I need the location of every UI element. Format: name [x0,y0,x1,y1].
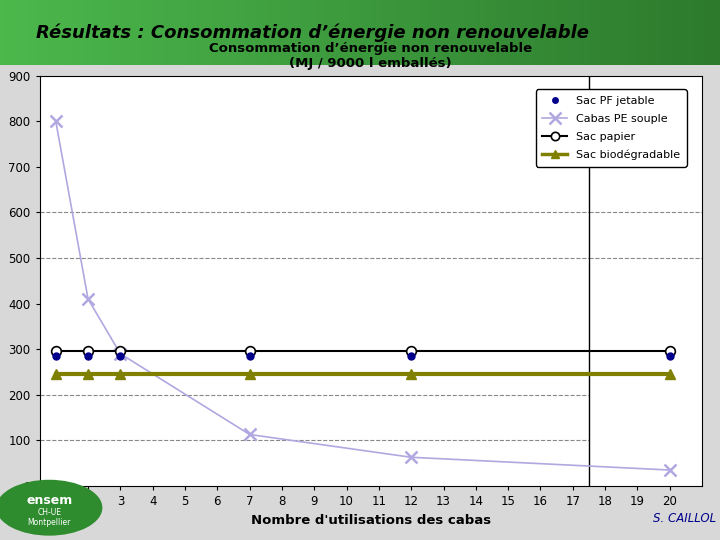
Text: Montpellier: Montpellier [27,518,71,527]
Text: CH-UE: CH-UE [37,508,61,517]
Ellipse shape [0,480,102,536]
Title: Consommation d’énergie non renouvelable
(MJ / 9000 l emballés): Consommation d’énergie non renouvelable … [210,42,532,70]
Text: S. CAILLOL: S. CAILLOL [653,511,716,525]
Text: ensem: ensem [26,494,73,507]
X-axis label: Nombre d'utilisations des cabas: Nombre d'utilisations des cabas [251,514,491,526]
Legend: Sac PF jetable, Cabas PE souple, Sac papier, Sac biodégradable: Sac PF jetable, Cabas PE souple, Sac pap… [536,89,686,166]
Text: Résultats : Consommation d’énergie non renouvelable: Résultats : Consommation d’énergie non r… [36,23,589,42]
